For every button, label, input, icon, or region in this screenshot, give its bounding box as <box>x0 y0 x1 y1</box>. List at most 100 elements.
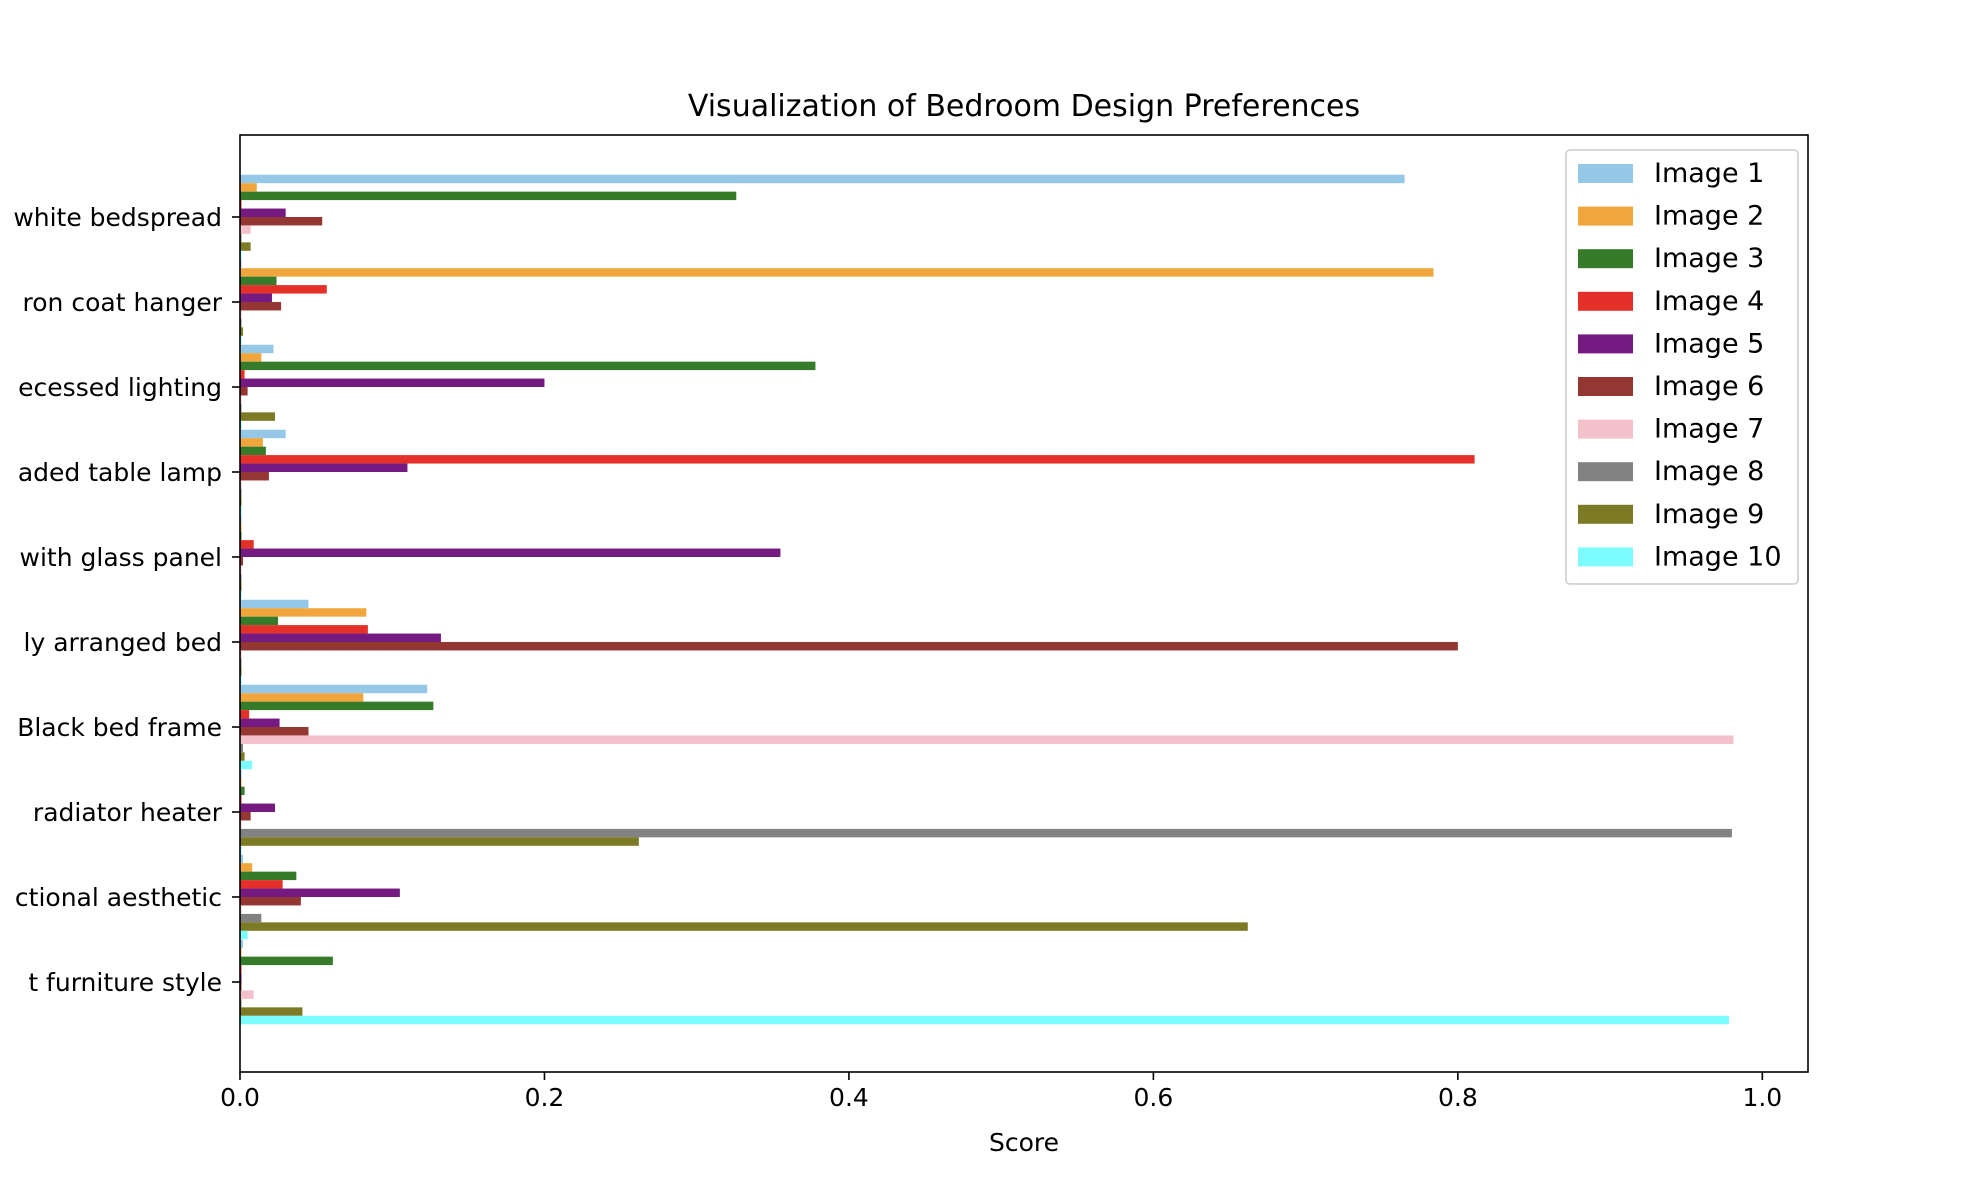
bars-layer <box>240 174 1734 1025</box>
bar-image-3-cat-3 <box>240 446 266 456</box>
legend-label: Image 7 <box>1654 414 1764 445</box>
bar-image-1-cat-2 <box>240 344 274 354</box>
legend-label: Image 4 <box>1654 286 1764 317</box>
bar-image-9-cat-7 <box>240 837 639 846</box>
legend-label: Image 10 <box>1654 541 1782 572</box>
legend-label: Image 6 <box>1654 371 1764 402</box>
bar-image-8-cat-8 <box>240 913 262 923</box>
legend-swatch <box>1578 419 1633 439</box>
bar-image-2-cat-1 <box>240 268 1434 277</box>
bar-image-7-cat-0 <box>240 225 251 234</box>
bar-image-9-cat-6 <box>240 752 245 761</box>
bar-image-4-cat-8 <box>240 880 283 889</box>
bar-image-6-cat-3 <box>240 472 269 481</box>
bar-image-5-cat-8 <box>240 888 400 897</box>
bar-image-5-cat-4 <box>240 548 781 557</box>
x-tick-label: 0.4 <box>829 1083 869 1112</box>
legend-swatch <box>1578 334 1633 354</box>
bar-image-5-cat-2 <box>240 378 545 387</box>
bar-image-3-cat-0 <box>240 191 737 201</box>
bar-image-5-cat-6 <box>240 718 280 727</box>
chart-title: Visualization of Bedroom Design Preferen… <box>688 89 1360 124</box>
bar-image-10-cat-8 <box>240 930 248 940</box>
plot-frame <box>239 134 1809 1073</box>
legend-label: Image 9 <box>1654 499 1764 530</box>
bar-image-6-cat-1 <box>240 302 282 311</box>
bar-image-10-cat-9 <box>240 1015 1729 1025</box>
legend-label: Image 8 <box>1654 456 1764 487</box>
legend-label: Image 3 <box>1654 243 1764 274</box>
y-tick-label: ron coat hanger <box>23 288 223 317</box>
x-tick-label: 0.6 <box>1134 1083 1174 1112</box>
bar-image-1-cat-0 <box>240 174 1405 184</box>
legend-label: Image 5 <box>1654 328 1764 359</box>
bar-image-5-cat-0 <box>240 208 286 217</box>
legend: Image 1 Image 2 Image 3 Image 4 Image 5 Image… <box>1565 149 1799 585</box>
bar-image-5-cat-1 <box>240 293 272 302</box>
bar-image-1-cat-8 <box>240 854 244 864</box>
y-tick-label: aded table lamp <box>18 458 222 487</box>
bar-image-2-cat-8 <box>240 863 253 872</box>
bar-image-6-cat-8 <box>240 897 301 906</box>
bar-image-7-cat-6 <box>240 735 1734 744</box>
bar-image-5-cat-7 <box>240 803 276 812</box>
bar-image-6-cat-7 <box>240 812 251 821</box>
y-tick-label: ecessed lighting <box>18 373 222 402</box>
bar-image-5-cat-5 <box>240 633 441 642</box>
bar-image-9-cat-1 <box>240 327 244 336</box>
bar-image-2-cat-0 <box>240 183 257 192</box>
bar-image-10-cat-6 <box>240 760 253 770</box>
bar-image-3-cat-5 <box>240 616 279 626</box>
bar-image-3-cat-1 <box>240 276 277 286</box>
x-tick-label: 1.0 <box>1742 1083 1782 1112</box>
legend-label: Image 1 <box>1654 158 1764 189</box>
bar-image-6-cat-2 <box>240 387 248 396</box>
bar-image-4-cat-1 <box>240 285 327 294</box>
bar-image-2-cat-6 <box>240 693 364 702</box>
legend-swatch <box>1578 291 1633 311</box>
bar-image-3-cat-2 <box>240 361 816 371</box>
x-axis-label: Score <box>989 1128 1059 1157</box>
y-tick-label: with glass panel <box>20 543 222 572</box>
y-tick-label: t furniture style <box>28 968 222 997</box>
bar-image-3-cat-6 <box>240 701 434 711</box>
bar-image-8-cat-6 <box>240 743 244 753</box>
legend-swatch <box>1578 164 1633 183</box>
bar-image-2-cat-2 <box>240 353 262 362</box>
bar-image-4-cat-5 <box>240 625 368 634</box>
ticks-layer: 0.0 0.2 0.4 0.6 0.8 1.0 white bedspread ron coa… <box>13 203 1782 1112</box>
y-tick-label: radiator heater <box>25 798 223 827</box>
bar-image-4-cat-6 <box>240 710 250 719</box>
y-tick-label: white bedspread <box>13 203 222 232</box>
y-tick-label: Black bed frame <box>17 713 222 742</box>
bar-image-3-cat-8 <box>240 871 297 881</box>
bar-image-6-cat-4 <box>240 557 244 566</box>
x-tick-label: 0.0 <box>220 1083 260 1112</box>
bar-image-3-cat-7 <box>240 786 245 796</box>
bar-image-4-cat-2 <box>240 370 245 379</box>
x-tick-label: 0.2 <box>525 1083 565 1112</box>
bar-image-6-cat-5 <box>240 642 1458 651</box>
bar-image-8-cat-7 <box>240 828 1732 838</box>
x-tick-label: 0.8 <box>1438 1083 1478 1112</box>
bar-image-5-cat-3 <box>240 463 408 472</box>
legend-swatch <box>1578 206 1633 226</box>
bar-image-6-cat-6 <box>240 727 309 736</box>
legend-label: Image 2 <box>1654 201 1764 232</box>
legend-swatch <box>1578 249 1633 269</box>
bar-image-6-cat-0 <box>240 217 323 226</box>
y-tick-label: ly arranged bed <box>24 628 222 657</box>
bar-image-1-cat-3 <box>240 429 286 439</box>
legend-swatch <box>1578 547 1633 567</box>
bar-image-9-cat-8 <box>240 922 1248 931</box>
bar-image-1-cat-5 <box>240 599 309 609</box>
bar-image-1-cat-6 <box>240 684 428 694</box>
bar-image-2-cat-3 <box>240 438 263 447</box>
y-tick-label: ctional aesthetic <box>15 883 222 912</box>
bar-image-9-cat-0 <box>240 242 251 251</box>
bar-image-9-cat-2 <box>240 412 276 421</box>
bar-image-3-cat-9 <box>240 956 333 966</box>
bar-image-2-cat-5 <box>240 608 367 617</box>
bar-image-9-cat-9 <box>240 1007 303 1016</box>
